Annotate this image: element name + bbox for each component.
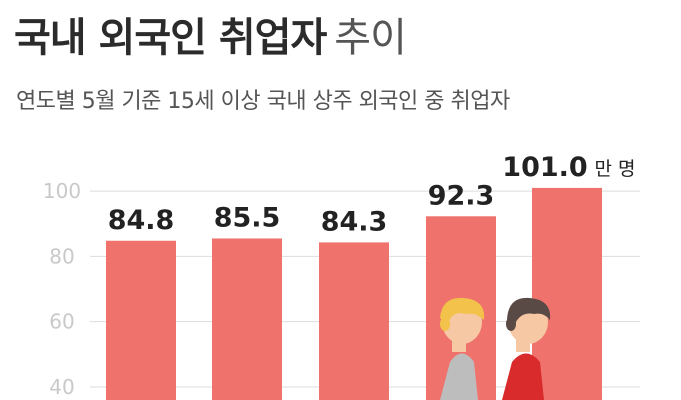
bar (532, 187, 602, 400)
chart-title-main: 국내 외국인 취업자 (14, 15, 327, 61)
y-tick-label: 40 (49, 375, 74, 399)
bar-value-label: 85.5 (214, 202, 281, 233)
bar-value-label: 92.3 (428, 180, 495, 211)
y-tick-label: 80 (49, 244, 74, 268)
title-block: 국내 외국인 취업자 추이 (14, 14, 674, 84)
two-walking-people-icon (440, 297, 551, 400)
chart-title: 국내 외국인 취업자 추이 (14, 14, 407, 62)
bar-value-label: 84.3 (321, 206, 388, 237)
bar (319, 242, 389, 400)
bar-value-label: 101.0 (502, 152, 587, 183)
bar-value-label: 84.8 (108, 205, 175, 236)
bar (212, 238, 282, 400)
y-tick-label: 60 (49, 310, 74, 334)
chart-subtitle: 연도별 5월 기준 15세 이상 국내 상주 외국인 중 취업자 (16, 89, 510, 114)
bar (106, 240, 176, 400)
y-tick-label: 100 (43, 179, 81, 203)
chart-title-sub: 추이 (334, 15, 407, 61)
unit-label: 만 명 (595, 158, 636, 180)
